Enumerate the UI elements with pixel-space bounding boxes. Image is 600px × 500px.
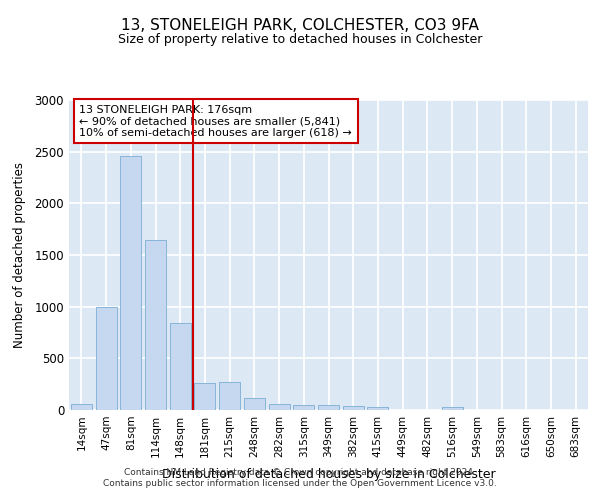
Bar [318,406,339,410]
Text: 13 STONELEIGH PARK: 176sqm
← 90% of detached houses are smaller (5,841)
10% of s: 13 STONELEIGH PARK: 176sqm ← 90% of deta… [79,104,352,138]
Text: 13, STONELEIGH PARK, COLCHESTER, CO3 9FA: 13, STONELEIGH PARK, COLCHESTER, CO3 9FA [121,18,479,32]
Bar [293,406,314,410]
Bar [170,323,191,410]
Y-axis label: Number of detached properties: Number of detached properties [13,162,26,348]
Bar [269,404,290,410]
Bar [219,382,240,410]
X-axis label: Distribution of detached houses by size in Colchester: Distribution of detached houses by size … [161,468,496,481]
Bar [194,382,215,410]
Bar [367,407,388,410]
Text: Contains HM Land Registry data © Crown copyright and database right 2024.
Contai: Contains HM Land Registry data © Crown c… [103,468,497,487]
Bar [442,407,463,410]
Bar [244,398,265,410]
Bar [145,240,166,410]
Bar [120,156,141,410]
Bar [95,306,116,410]
Text: Size of property relative to detached houses in Colchester: Size of property relative to detached ho… [118,32,482,46]
Bar [71,404,92,410]
Bar [343,406,364,410]
